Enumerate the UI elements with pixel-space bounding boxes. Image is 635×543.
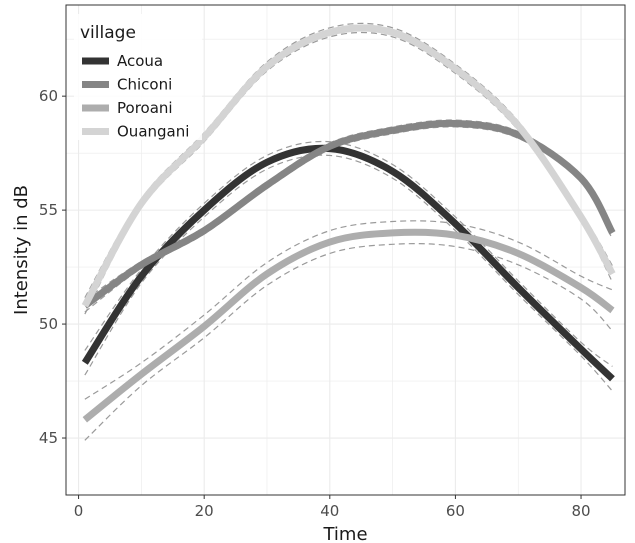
x-tick-label: 0: [74, 502, 84, 520]
panel-border: [65, 4, 626, 496]
legend-items: Acoua Chiconi Poroani Ouangani: [82, 52, 189, 141]
legend-label-acoua: Acoua: [117, 52, 163, 70]
band-upper-poroani: [84, 220, 613, 400]
x-tick-label: 40: [320, 502, 339, 520]
y-tick-label: 55: [39, 201, 58, 219]
legend-title: village: [80, 23, 136, 43]
legend: village Acoua Chiconi Poroani Ouangani: [74, 14, 202, 141]
x-tick-label: 20: [195, 502, 214, 520]
y-axis-title: Intensity in dB: [11, 185, 32, 315]
x-tick-label: 60: [446, 502, 465, 520]
legend-label-ouangani: Ouangani: [117, 123, 189, 141]
legend-label-poroani: Poroani: [117, 99, 173, 117]
series-line-poroani: [82, 228, 615, 423]
y-axis-ticks: 45 50 55 60: [39, 87, 66, 447]
legend-label-chiconi: Chiconi: [117, 76, 172, 94]
series-line-chiconi: [82, 119, 616, 309]
legend-background: [74, 14, 202, 140]
x-axis-title: Time: [322, 524, 367, 543]
series-lines: [81, 24, 616, 423]
grid: [66, 5, 625, 496]
band-lower-acoua: [84, 154, 613, 392]
x-tick-label: 80: [571, 502, 590, 520]
y-tick-label: 50: [39, 315, 58, 333]
y-tick-label: 60: [39, 87, 58, 105]
series-line-ouangani: [81, 24, 616, 308]
x-axis-ticks: 0 20 40 60 80: [74, 495, 591, 520]
band-lower-poroani: [84, 243, 613, 441]
y-tick-label: 45: [39, 429, 58, 447]
